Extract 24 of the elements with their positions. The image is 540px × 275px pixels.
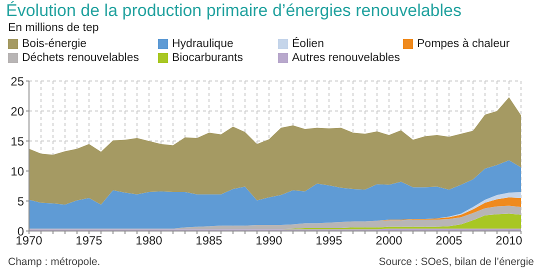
chart-title: Évolution de la production primaire d’énergies renouvelables xyxy=(6,1,462,21)
x-tick-label: 1975 xyxy=(76,234,103,248)
y-tick-label: 15 xyxy=(10,134,24,148)
text: Champ : métropole. xyxy=(8,256,100,268)
legend-label: Déchets renouvelables xyxy=(22,52,139,64)
chart-subtitle: En millions de tep xyxy=(8,22,99,34)
legend-label: Pompes à chaleur xyxy=(417,38,510,50)
legend-label: Éolien xyxy=(292,38,324,50)
legend-label: Hydraulique xyxy=(172,38,234,50)
x-tick-label: 1990 xyxy=(256,234,283,248)
x-tick-label: 1995 xyxy=(316,234,343,248)
x-tick-label: 2005 xyxy=(436,234,463,248)
legend-label: Bois-énergie xyxy=(22,38,87,50)
x-tick-label: 1985 xyxy=(196,234,223,248)
y-tick-label: 5 xyxy=(17,194,24,208)
y-tick-label: 20 xyxy=(10,104,24,118)
x-tick-label: 1980 xyxy=(136,234,163,248)
source-note: Source : SOeS, bilan de l’énergie xyxy=(378,256,534,268)
x-tick-label: 2000 xyxy=(376,234,403,248)
y-tick-label: 10 xyxy=(10,164,24,178)
legend-label: Biocarburants xyxy=(172,52,243,64)
y-tick-label: 25 xyxy=(10,74,24,88)
x-tick-label: 2010 xyxy=(496,234,523,248)
legend-label: Autres renouvelables xyxy=(292,52,400,64)
